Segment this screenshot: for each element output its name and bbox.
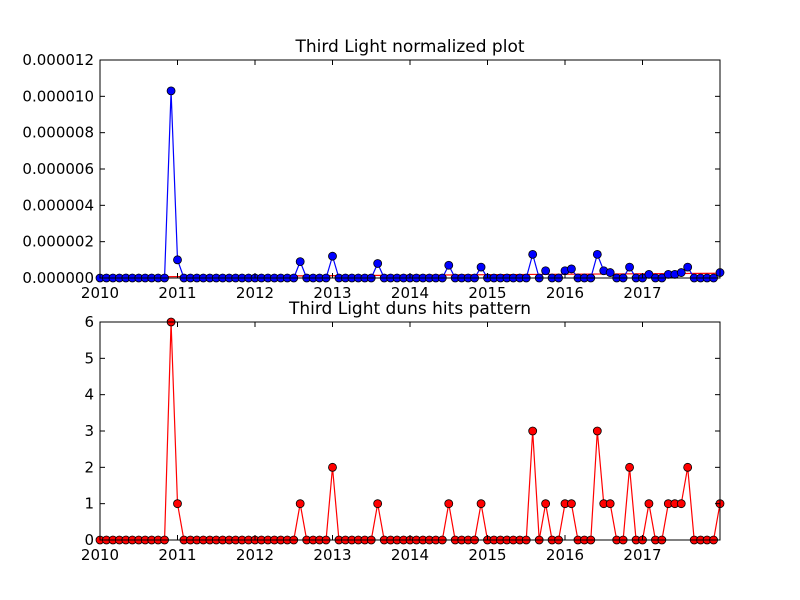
chart-normalized-point: [625, 262, 634, 272]
chart-hits-y-tick-label: 4: [84, 386, 94, 404]
chart-normalized-point: [683, 262, 693, 272]
chart-hits-axes: 2010 2011 2012 2013 2014 2015 2016 2017 0 1 2 3 4 5 6: [81, 313, 720, 564]
chart-hits-x-tick-label: 2015: [468, 546, 506, 564]
chart-normalized-point: [476, 262, 486, 272]
chart-normalized-point: [541, 266, 551, 276]
chart-hits-point: [528, 426, 538, 436]
chart-normalized-x-tick-label: 2013: [313, 284, 351, 302]
chart-hits-point: [476, 499, 486, 509]
chart-hits-point: [373, 499, 383, 509]
chart-normalized-point: [605, 268, 615, 277]
chart-hits-x-tick-label: 2011: [158, 546, 196, 564]
chart-hits-point: [173, 499, 182, 509]
chart-hits: Third Light duns hits pattern 2010 2011 20…: [81, 299, 725, 564]
chart-hits-y-tick-label: 2: [84, 458, 94, 476]
chart-hits-y-tick-label: 6: [84, 313, 94, 331]
chart-hits-point: [625, 462, 634, 472]
chart-hits-point: [444, 499, 454, 509]
chart-normalized-axes: 2010 2011 2012 2013 2014 2015 2016 2017 0.000000…: [22, 51, 720, 302]
chart-hits-x-tick-label: 2010: [81, 546, 119, 564]
chart-normalized-point: [676, 268, 686, 277]
chart-hits-point: [676, 499, 686, 509]
chart-hits-point: [592, 426, 602, 436]
chart-normalized-point: [328, 251, 337, 261]
chart-normalized-y-tick-label: 0.000002: [22, 233, 94, 251]
chart-normalized-x-tick-label: 2014: [391, 284, 429, 302]
chart-hits-y-tick-label: 1: [84, 495, 94, 513]
chart-hits-point: [644, 499, 654, 509]
chart-normalized-x-tick-label: 2017: [623, 284, 661, 302]
chart-hits-x-tick-label: 2013: [313, 546, 351, 564]
chart-normalized-point: [295, 257, 305, 267]
chart-normalized: Third Light normalized plot 2010 2011 2012…: [22, 37, 725, 302]
chart-hits-point: [295, 499, 305, 509]
chart-normalized-y-tick-label: 0.000012: [22, 51, 94, 69]
chart-normalized-point: [528, 249, 538, 259]
chart-hits-point: [328, 462, 337, 472]
chart-hits-point: [567, 499, 576, 509]
chart-hits-title: Third Light duns hits pattern: [288, 299, 531, 319]
chart-normalized-point: [444, 260, 454, 270]
chart-hits-x-tick-label: 2012: [236, 546, 274, 564]
chart-normalized-point: [166, 86, 176, 96]
chart-hits-x-tick-label: 2017: [623, 546, 661, 564]
chart-normalized-x-tick-label: 2010: [81, 284, 119, 302]
chart-normalized-y-tick-label: 0.000010: [22, 87, 94, 105]
chart-hits-point: [605, 499, 615, 509]
chart-hits-x-tick-label: 2016: [546, 546, 584, 564]
chart-normalized-title: Third Light normalized plot: [294, 37, 524, 57]
chart-normalized-point: [567, 264, 576, 274]
chart-hits-point: [541, 499, 551, 509]
chart-hits-y-tick-label: 3: [84, 422, 94, 440]
chart-normalized-y-tick-label: 0.000004: [22, 196, 94, 214]
chart-normalized-x-tick-label: 2015: [468, 284, 506, 302]
chart-hits-point: [683, 462, 693, 472]
chart-normalized-x-tick-label: 2011: [158, 284, 196, 302]
chart-hits-y-tick-label: 0: [84, 531, 94, 549]
chart-normalized-point: [592, 249, 602, 259]
chart-normalized-point: [373, 259, 383, 268]
chart-normalized-y-tick-label: 0.000006: [22, 160, 94, 178]
chart-hits-x-tick-label: 2014: [391, 546, 429, 564]
chart-normalized-point: [173, 255, 182, 265]
chart-normalized-x-tick-label: 2012: [236, 284, 274, 302]
chart-normalized-y-tick-label: 0.000008: [22, 124, 94, 142]
chart-hits-y-tick-label: 5: [84, 349, 94, 367]
chart-normalized-y-tick-label: 0.000000: [22, 269, 94, 287]
chart-normalized-x-tick-label: 2016: [546, 284, 584, 302]
